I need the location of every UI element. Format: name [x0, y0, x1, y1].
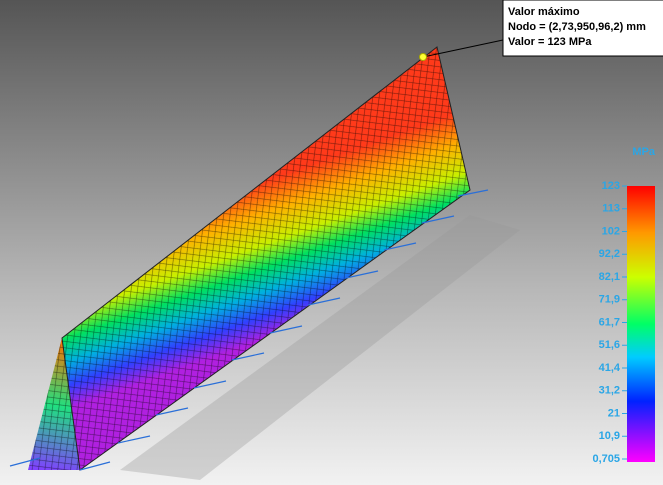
legend-label: 41,4 [599, 362, 621, 374]
tooltip-value: Valor = 123 MPa [508, 36, 592, 48]
legend-label: 21 [608, 407, 620, 419]
legend-label: 123 [602, 180, 620, 192]
scene: Valor máximo Nodo = (2,73,950,96,2) mm V… [0, 0, 663, 485]
max-marker [420, 54, 427, 61]
legend-label: 51,6 [599, 339, 620, 351]
legend-label: 113 [602, 203, 620, 215]
legend-label: 0,705 [592, 453, 620, 465]
legend-label: 31,2 [599, 385, 620, 397]
legend-label: 10,9 [599, 430, 620, 442]
legend-unit: MPa [632, 146, 656, 158]
tooltip-title: Valor máximo [508, 6, 580, 18]
legend-label: 92,2 [599, 248, 620, 260]
legend-label: 102 [602, 225, 620, 237]
color-scale [627, 186, 655, 462]
fea-viewport: Valor máximo Nodo = (2,73,950,96,2) mm V… [0, 0, 663, 485]
legend-label: 71,9 [599, 294, 620, 306]
legend-label: 61,7 [599, 316, 620, 328]
tooltip-node: Nodo = (2,73,950,96,2) mm [508, 21, 646, 33]
legend-label: 82,1 [599, 271, 620, 283]
